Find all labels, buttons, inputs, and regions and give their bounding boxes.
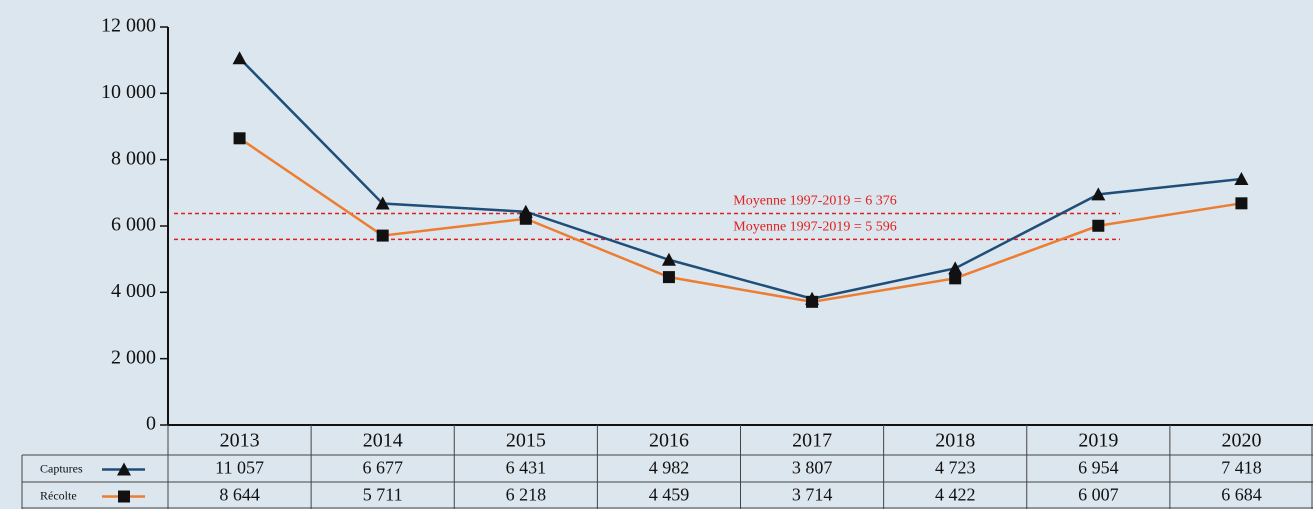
- x-tick-label: 2017: [792, 430, 832, 452]
- table-value: 6 677: [362, 458, 403, 478]
- point-marker: [519, 212, 532, 225]
- point-marker: [1235, 197, 1248, 210]
- table-value: 5 711: [363, 485, 403, 505]
- x-tick-label: 2013: [220, 430, 260, 452]
- point-marker: [233, 132, 246, 145]
- point-marker: [375, 196, 390, 210]
- point-marker: [376, 229, 389, 242]
- legend-label: Captures: [40, 461, 83, 475]
- table-value: 6 954: [1078, 458, 1119, 478]
- point-marker: [1092, 219, 1105, 232]
- y-tick-label: 12 000: [101, 15, 156, 37]
- x-tick-label: 2015: [506, 430, 546, 452]
- legend-marker: [118, 490, 130, 503]
- table-value: 4 723: [935, 458, 976, 478]
- x-tick-label: 2014: [363, 430, 403, 452]
- point-marker: [949, 272, 962, 285]
- table-value: 6 431: [506, 458, 547, 478]
- x-tick-label: 2016: [649, 430, 689, 452]
- table-value: 7 418: [1221, 458, 1262, 478]
- x-tick-label: 2020: [1221, 430, 1261, 452]
- x-tick-label: 2019: [1078, 430, 1118, 452]
- x-tick-label: 2018: [935, 430, 975, 452]
- series-line: [238, 57, 1242, 301]
- point-marker: [662, 271, 675, 284]
- table-value: 6 007: [1078, 485, 1119, 505]
- table-value: 8 644: [219, 485, 260, 505]
- y-tick-label: 6 000: [111, 214, 156, 236]
- y-tick-label: 2 000: [111, 346, 156, 368]
- table-value: 6 218: [506, 485, 547, 505]
- table-value: 4 459: [649, 485, 690, 505]
- series-line: [238, 137, 1242, 304]
- y-tick-label: 10 000: [101, 81, 156, 103]
- point-marker: [661, 252, 676, 266]
- point-marker: [232, 51, 247, 65]
- y-tick-label: 0: [146, 413, 156, 435]
- point-marker: [948, 261, 963, 275]
- table-value: 11 057: [215, 458, 264, 478]
- point-marker: [1234, 171, 1249, 185]
- point-marker: [806, 295, 819, 308]
- table-value: 3 807: [792, 458, 833, 478]
- table-value: 4 422: [935, 485, 976, 505]
- table-value: 3 714: [792, 485, 833, 505]
- point-marker: [1091, 187, 1106, 201]
- legend-marker: [117, 462, 131, 476]
- reference-label: Moyenne 1997-2019 = 5 596: [733, 220, 896, 235]
- reference-label: Moyenne 1997-2019 = 6 376: [733, 194, 896, 209]
- legend-label: Récolte: [40, 488, 77, 502]
- y-tick-label: 8 000: [111, 147, 156, 169]
- table-value: 4 982: [649, 458, 690, 478]
- table-value: 6 684: [1221, 485, 1262, 505]
- y-tick-label: 4 000: [111, 280, 156, 302]
